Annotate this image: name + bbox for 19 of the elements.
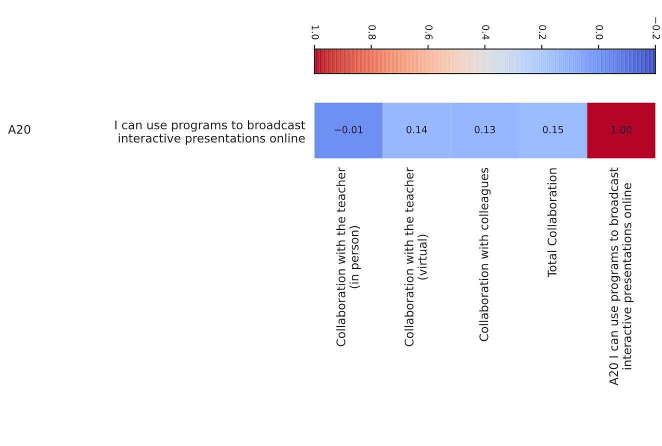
- color-bar-label: 0.0: [596, 25, 604, 40]
- data-label: −0.01: [334, 126, 363, 134]
- color-bar-label: −0.2: [652, 17, 660, 40]
- data-label: 0.14: [406, 126, 428, 134]
- x-tick-label: Collaboration with colleagues: [479, 168, 491, 342]
- y-tick-label: I can use programs to broadcast interactive presentations online: [115, 120, 306, 145]
- y2-tick-label: A20: [8, 124, 30, 134]
- x-tick-label: A20 I can use programs to broadcast interactive presentations online: [608, 168, 634, 386]
- color-bar-label: 0.8: [368, 25, 376, 40]
- x-tick-label: Collaboration with the teacher (in person): [336, 167, 361, 346]
- x-tick-label: Total Collaboration: [547, 168, 557, 278]
- color-bar-label: 0.6: [425, 25, 433, 40]
- color-bar-label: 0.4: [482, 25, 490, 40]
- data-label: 1.00: [612, 126, 632, 134]
- color-bar-label: 1.0: [312, 26, 319, 40]
- x-tick-label: Collaboration with the teacher (virtual): [404, 167, 428, 346]
- data-label: 0.13: [474, 126, 495, 134]
- data-label: 0.15: [542, 126, 564, 134]
- color-bar-label: 0.2: [538, 25, 546, 40]
